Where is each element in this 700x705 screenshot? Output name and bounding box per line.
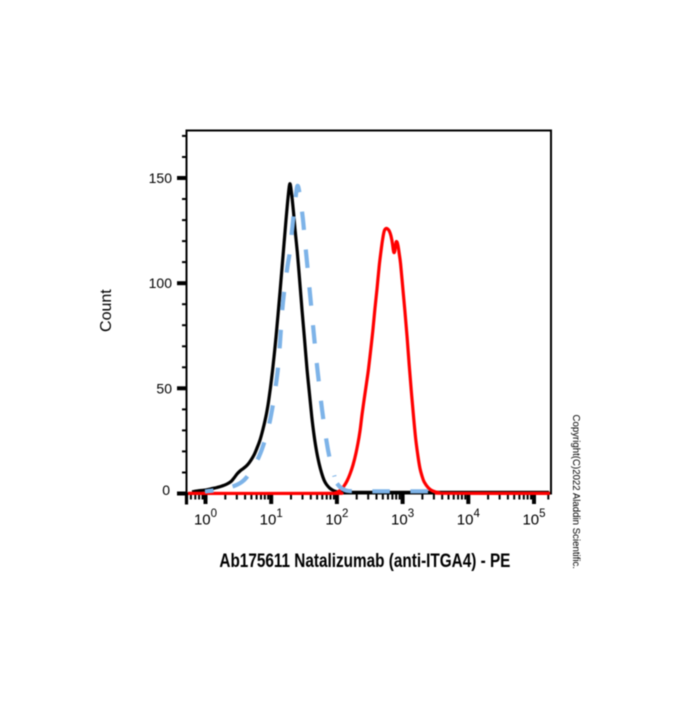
svg-text:Count: Count	[98, 289, 115, 332]
svg-text:150: 150	[149, 170, 173, 186]
svg-text:50: 50	[156, 380, 172, 396]
svg-text:100: 100	[149, 275, 173, 291]
svg-text:Ab175611 Natalizumab (anti-ITG: Ab175611 Natalizumab (anti-ITGA4) - PE	[219, 551, 510, 572]
svg-text:Copyright(C)2022 Aladdin Scien: Copyright(C)2022 Aladdin Scientific.	[570, 415, 581, 570]
svg-text:0: 0	[162, 482, 170, 498]
